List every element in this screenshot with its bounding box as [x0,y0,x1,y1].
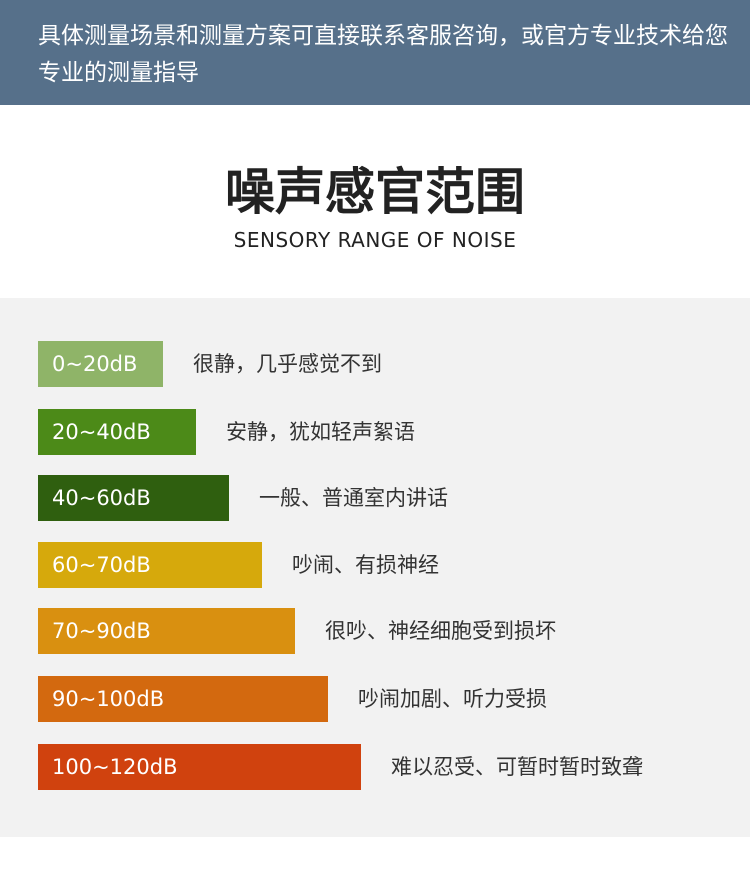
range-bar: 20~40dB [38,409,196,455]
range-bar: 40~60dB [38,475,229,521]
panel: 0~20dB 很静，几乎感觉不到 20~40dB 安静，犹如轻声絮语 40~60dB 一般… [0,298,750,837]
range-description: 很静，几乎感觉不到 [193,352,382,376]
range-bar: 100~120dB [38,744,361,790]
subtitle: SENSORY RANGE OF NOISE [233,228,517,252]
range-description: 吵闹、有损神经 [292,553,439,577]
range-description: 一般、普通室内讲话 [259,486,448,510]
range-description: 安静，犹如轻声絮语 [226,420,415,444]
range-description: 难以忍受、可暂时暂时致聋 [391,755,643,779]
range-bar: 70~90dB [38,608,295,654]
header-text: 具体测量场景和测量方案可直接联系客服咨询，或官方专业技术给您专业的测量指导 [38,23,728,86]
header-band: 具体测量场景和测量方案可直接联系客服咨询，或官方专业技术给您专业的测量指导 [0,0,750,105]
range-bar: 0~20dB [38,341,163,387]
range-description: 很吵、神经细胞受到损坏 [325,619,556,643]
range-bar: 90~100dB [38,676,328,722]
range-description: 吵闹加剧、听力受损 [358,687,547,711]
range-bar: 60~70dB [38,542,262,588]
title: 噪声感官范围 [225,163,525,221]
